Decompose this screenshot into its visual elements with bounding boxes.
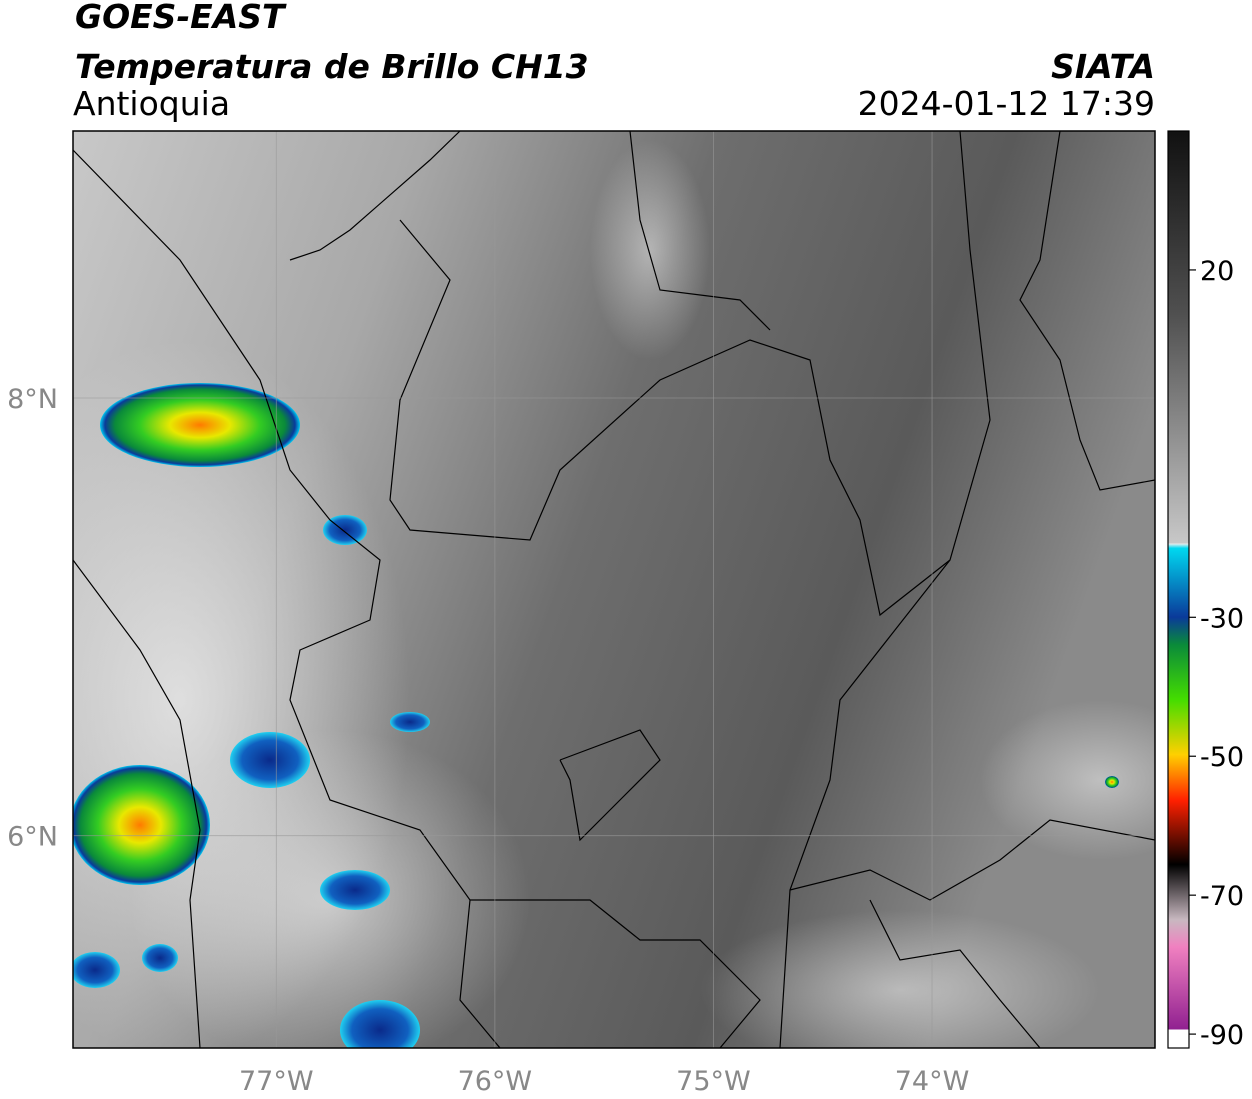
colorbar-tick-label: -30 bbox=[1200, 603, 1244, 634]
datetime-label: 2024-01-12 17:39 bbox=[858, 84, 1155, 123]
y-tick-label: 6°N bbox=[7, 822, 58, 853]
colorbar-tick-label: -50 bbox=[1200, 742, 1244, 773]
x-tick-label: 75°W bbox=[676, 1066, 751, 1097]
colorbar bbox=[1167, 130, 1190, 1049]
map-frame bbox=[72, 130, 1156, 1049]
agency-label: SIATA bbox=[1051, 47, 1155, 86]
x-tick-label: 77°W bbox=[239, 1066, 314, 1097]
colorbar-tick-label: -70 bbox=[1200, 881, 1244, 912]
product-title: Temperatura de Brillo CH13 bbox=[75, 47, 589, 86]
satellite-image bbox=[73, 131, 1155, 1048]
colorbar-tick-label: 20 bbox=[1200, 256, 1234, 287]
x-tick-label: 74°W bbox=[895, 1066, 970, 1097]
satellite-title: GOES-EAST bbox=[75, 0, 287, 36]
region-label: Antioquia bbox=[73, 84, 230, 123]
y-tick-label: 8°N bbox=[7, 384, 58, 415]
x-tick-label: 76°W bbox=[458, 1066, 533, 1097]
colorbar-tick-label: -90 bbox=[1200, 1020, 1244, 1051]
